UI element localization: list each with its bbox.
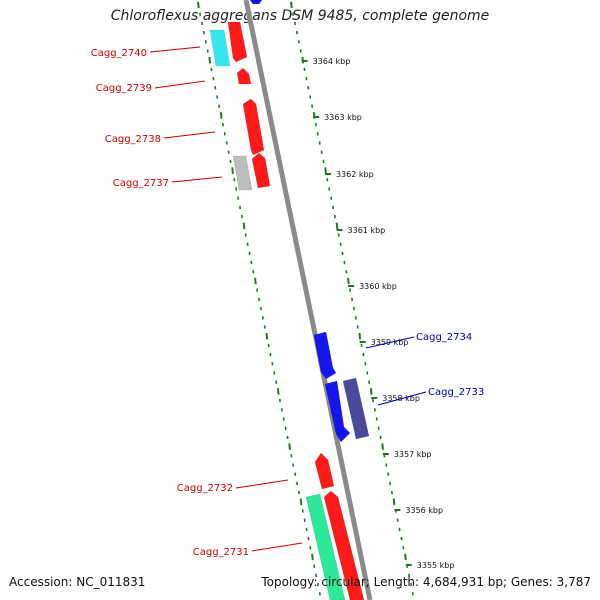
major-tick [358, 332, 362, 340]
major-tick [219, 112, 223, 119]
gene-label-forward[interactable]: Cagg_2739 [96, 83, 152, 94]
gene-arrow-cagg-2737-gray[interactable] [232, 155, 253, 191]
inner-tick-track [197, 1, 321, 596]
kbp-label: 3362 kbp [336, 170, 374, 179]
major-tick [335, 222, 339, 230]
gene-labels: Cagg_2740 Cagg_2739 Cagg_2738 Cagg_2737 Cagg… [91, 46, 484, 558]
gene-arrow-cagg-2740-cyan[interactable] [209, 29, 231, 67]
gene-label-forward[interactable]: Cagg_2740 [91, 48, 147, 59]
major-tick [347, 277, 350, 285]
major-tick [290, 1, 293, 9]
major-tick [311, 553, 314, 561]
gene-label-forward[interactable]: Cagg_2737 [113, 178, 169, 189]
gene-label-reverse[interactable]: Cagg_2734 [416, 332, 472, 343]
gene-label-leader [149, 46, 201, 53]
gene-arrow-cagg-2734[interactable] [313, 331, 337, 380]
gene-label-leader [154, 80, 206, 89]
gene-arrow-cagg-2732[interactable] [314, 452, 335, 490]
gene-arrow-cagg-2738[interactable] [242, 98, 265, 156]
major-tick [242, 222, 246, 230]
gene-arrow-cagg-2740-red[interactable] [227, 21, 248, 63]
gene-arrow-cagg-2731-spring[interactable] [305, 493, 346, 600]
gene-label-leader [365, 336, 415, 349]
kbp-label: 3363 kbp [324, 113, 362, 122]
gene-arrow-cagg-2739[interactable] [236, 67, 252, 85]
major-tick [288, 443, 291, 450]
kbp-label: 3364 kbp [313, 57, 351, 66]
gene-label-leader [251, 542, 303, 552]
kbp-label: 3357 kbp [394, 450, 432, 459]
gene-label-leader [235, 479, 289, 489]
accession-text: Accession: NC_011831 [9, 575, 146, 589]
major-tick [231, 167, 234, 174]
genome-summary-text: Topology: circular; Length: 4,684,931 bp… [261, 575, 591, 589]
major-tick [392, 498, 396, 506]
major-tick [299, 498, 303, 506]
major-tick [381, 443, 384, 450]
gene-label-reverse[interactable]: Cagg_2733 [428, 387, 484, 398]
gene-label-forward[interactable]: Cagg_2732 [177, 483, 233, 494]
major-tick [276, 388, 280, 395]
gene-arrow-cagg-2733-blue[interactable] [324, 380, 351, 443]
gene-arrow-top-blue[interactable] [249, 0, 263, 5]
kbp-label: 3361 kbp [348, 226, 386, 235]
gene-arrow-cagg-2731-red[interactable] [323, 490, 365, 600]
gene-label-leader [171, 176, 223, 183]
kbp-label: 3360 kbp [359, 282, 397, 291]
major-tick [254, 277, 257, 285]
gene-features [209, 0, 370, 600]
map-title: Chloroflexus aggregans DSM 9485, complet… [110, 8, 490, 24]
gene-label-leader [377, 391, 427, 406]
kbp-tick-labels: 3364 kbp 3363 kbp 3362 kbp 3361 kbp 3360 kbp… [301, 57, 455, 570]
major-tick [265, 332, 269, 340]
gene-arrow-cagg-2733-slate[interactable] [342, 377, 370, 440]
gene-label-leader [163, 131, 216, 139]
outer-tick-track [290, 1, 414, 596]
major-tick [197, 1, 200, 9]
kbp-label: 3355 kbp [417, 561, 455, 570]
major-tick [404, 553, 407, 561]
gene-label-forward[interactable]: Cagg_2731 [193, 547, 249, 558]
gene-arrow-cagg-2737-red[interactable] [251, 152, 271, 189]
kbp-label: 3356 kbp [405, 506, 443, 515]
major-tick [369, 388, 373, 395]
gene-label-forward[interactable]: Cagg_2738 [105, 134, 161, 145]
genome-backbone [243, 0, 373, 600]
major-tick [324, 167, 327, 174]
major-tick [208, 56, 212, 64]
